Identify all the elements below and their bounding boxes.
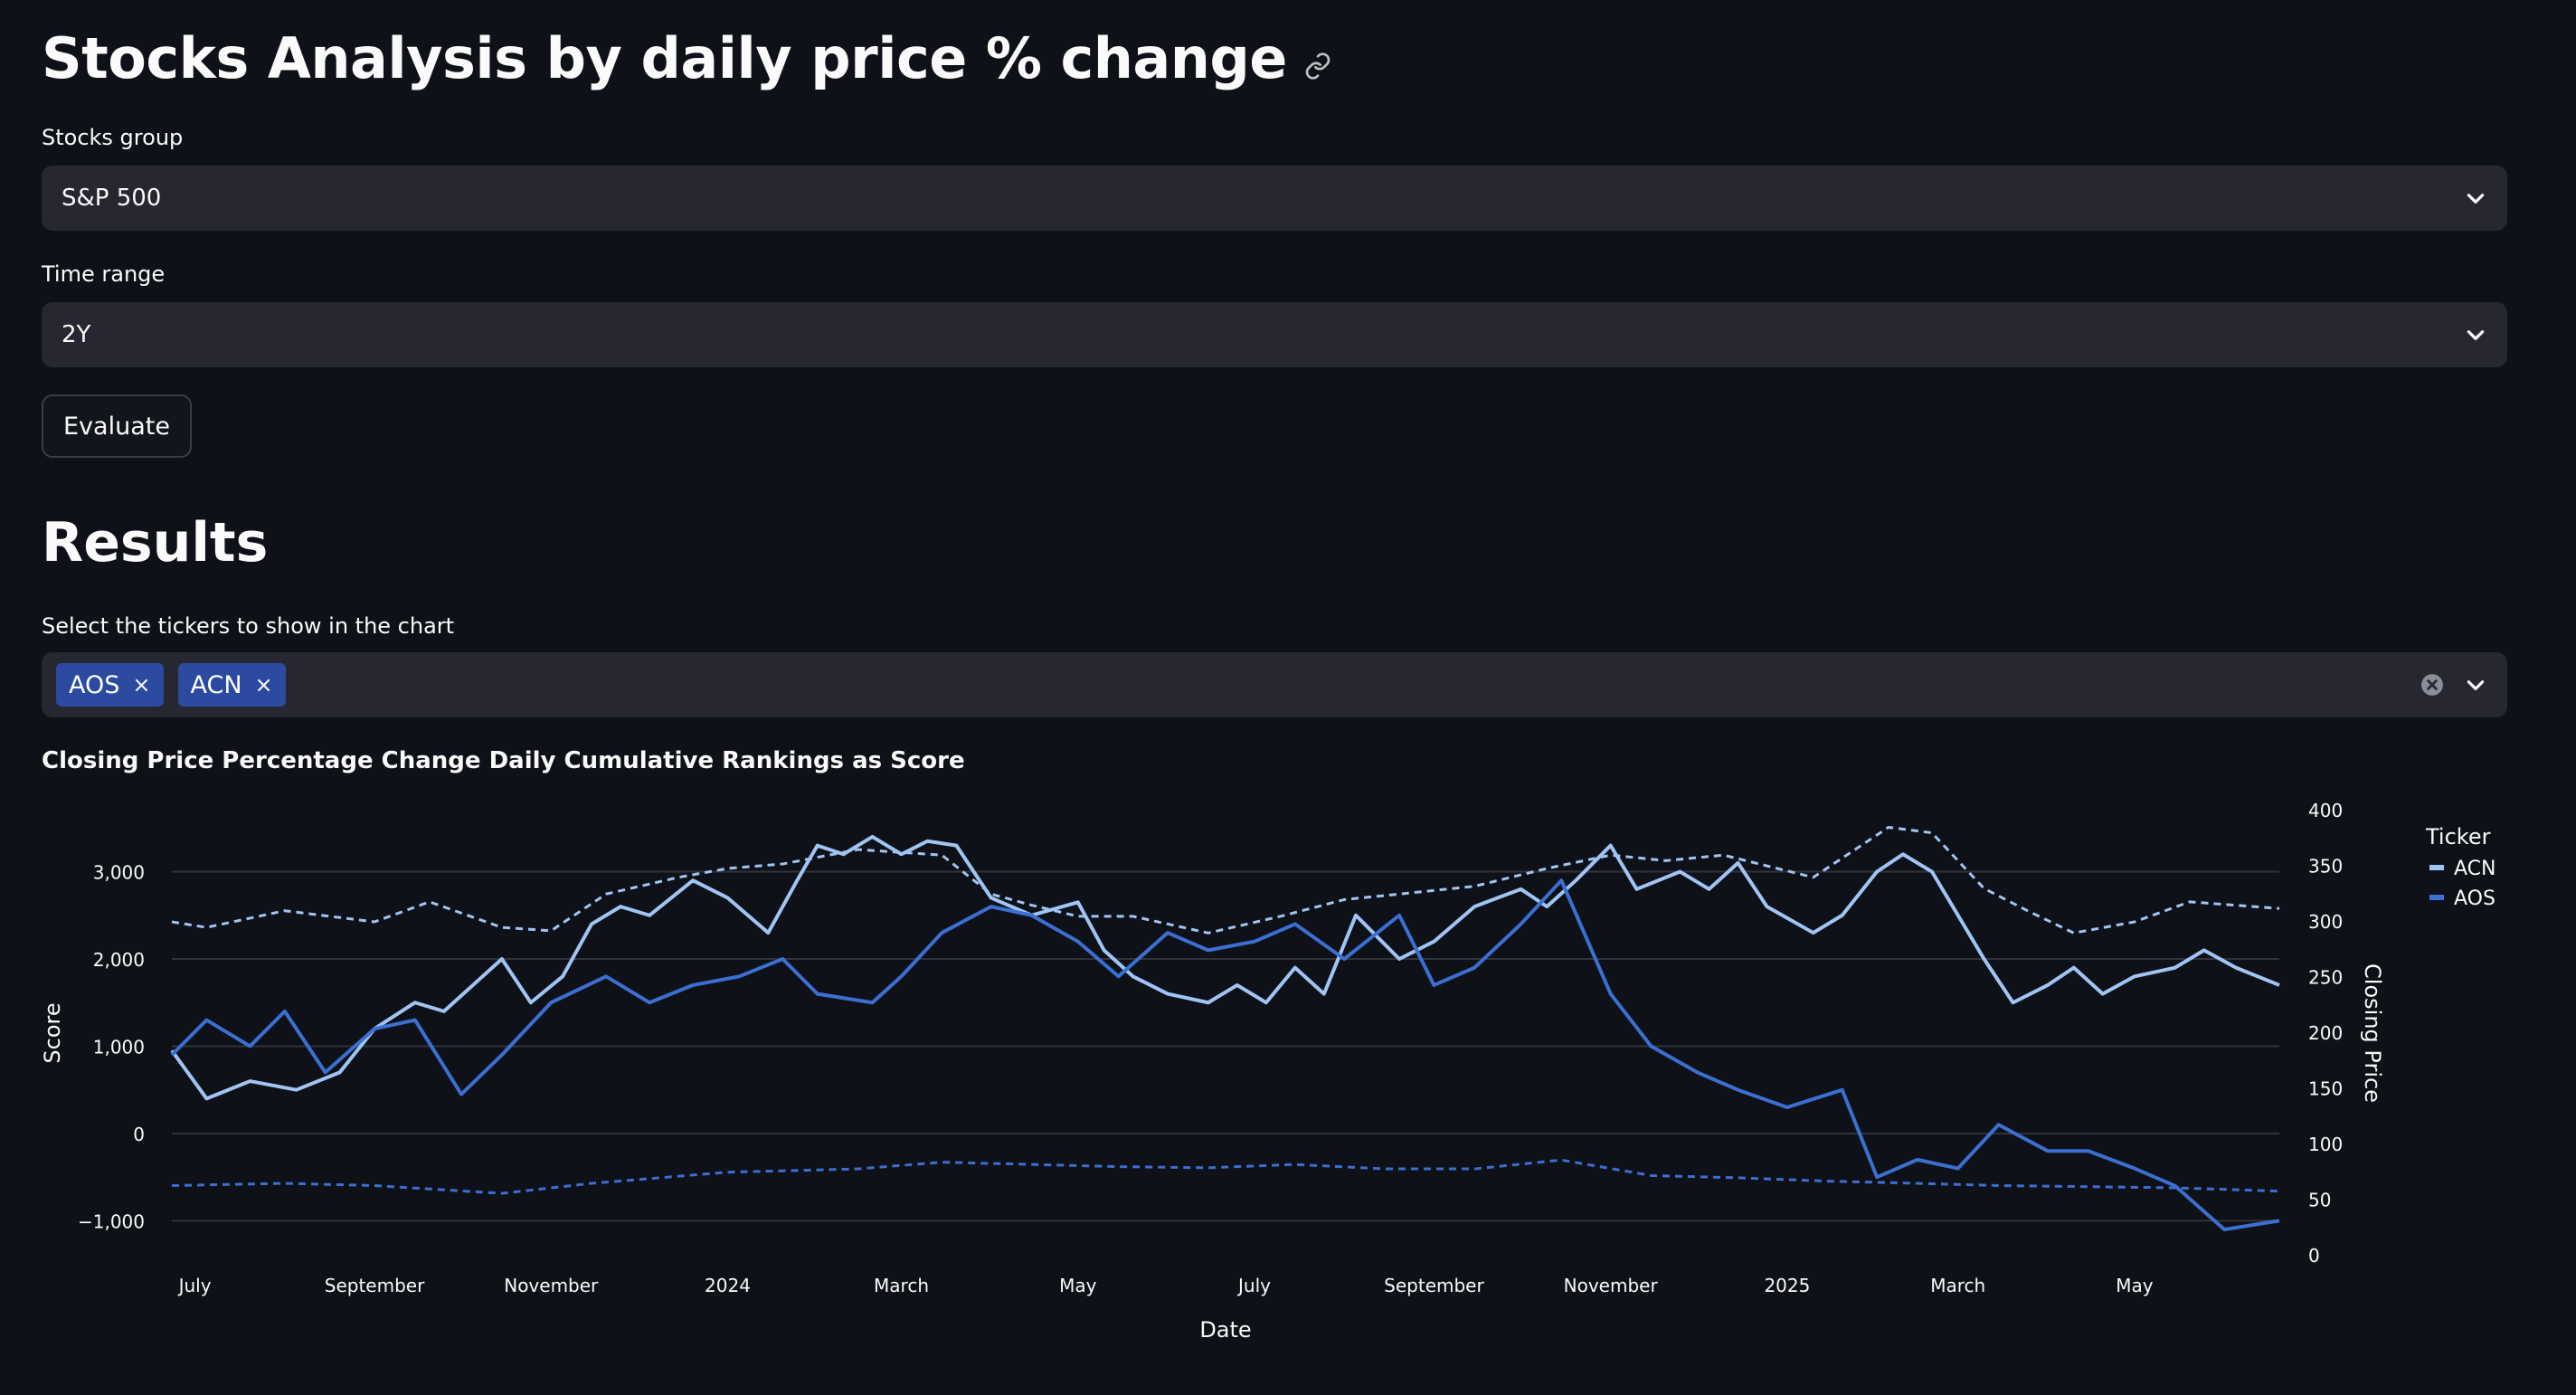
chevron-down-icon xyxy=(2467,194,2485,204)
series-layer xyxy=(170,825,2280,1232)
tickers-label: Select the tickers to show in the chart xyxy=(42,613,455,639)
x-tick-label: November xyxy=(504,1275,599,1296)
close-icon[interactable]: × xyxy=(254,672,273,698)
evaluate-button[interactable]: Evaluate xyxy=(42,394,192,458)
y2-axis-title: Closing Price xyxy=(2360,963,2385,1103)
legend-title: Ticker xyxy=(2425,824,2491,849)
legend-label: AOS xyxy=(2454,887,2496,910)
y-tick-label: 1,000 xyxy=(93,1036,145,1058)
x-tick-label: March xyxy=(1930,1275,1985,1296)
chevron-down-icon[interactable] xyxy=(2464,673,2487,697)
grid-layer xyxy=(172,870,2279,1222)
y-tick-label: −1,000 xyxy=(78,1210,145,1232)
y2-tick-label: 100 xyxy=(2308,1134,2343,1155)
y-tick-label: 3,000 xyxy=(93,862,145,884)
clear-circle-icon[interactable] xyxy=(2420,673,2444,697)
x-tick-label: November xyxy=(1564,1275,1659,1296)
time-range-select[interactable]: 2Y xyxy=(42,302,2507,367)
tag-acn: ACN × xyxy=(177,663,286,707)
x-tick-label: September xyxy=(1384,1275,1484,1296)
x-tick-label: 2024 xyxy=(705,1275,751,1296)
x-tick-label: July xyxy=(177,1275,212,1296)
x-tick-label: March xyxy=(874,1275,929,1296)
time-range-value: 2Y xyxy=(62,321,91,348)
y-tick-label: 2,000 xyxy=(93,949,145,971)
time-range-label: Time range xyxy=(42,261,166,287)
chevron-down-icon xyxy=(2467,330,2485,340)
results-heading: Results xyxy=(42,511,269,574)
y-tick-label: 0 xyxy=(133,1124,145,1145)
tag-label: AOS xyxy=(69,670,120,699)
tickers-multiselect[interactable]: AOS × ACN × xyxy=(42,652,2507,717)
x-tick-label: May xyxy=(1059,1275,1097,1296)
y2-tick-label: 200 xyxy=(2308,1022,2343,1044)
stocks-group-select[interactable]: S&P 500 xyxy=(42,166,2507,231)
y2-tick-label: 250 xyxy=(2308,967,2343,989)
tag-aos: AOS × xyxy=(56,663,164,707)
series-line-acn-price xyxy=(171,825,2280,935)
y-axis-title: Score xyxy=(40,1002,65,1063)
chart-title: Closing Price Percentage Change Daily Cu… xyxy=(42,747,965,774)
y2-tick-label: 350 xyxy=(2308,856,2343,878)
score-chart: 3,000 2,000 1,000 0 −1,000 0 50 100 150 200 250 300… xyxy=(40,800,2496,1343)
y2-tick-label: 50 xyxy=(2308,1190,2331,1211)
x-tick-label: 2025 xyxy=(1764,1275,1810,1296)
selected-tags: AOS × ACN × xyxy=(56,663,286,707)
page-title: Stocks Analysis by daily price % change xyxy=(42,25,1287,91)
title-row: Stocks Analysis by daily price % change xyxy=(42,20,1332,98)
x-tick-label: September xyxy=(325,1275,425,1296)
x-tick-label: May xyxy=(2116,1275,2154,1296)
legend-label: ACN xyxy=(2454,858,2496,880)
stocks-group-value: S&P 500 xyxy=(62,185,162,212)
series-line-aos-score xyxy=(170,878,2280,1232)
close-icon[interactable]: × xyxy=(132,672,151,698)
axis-layer: 3,000 2,000 1,000 0 −1,000 0 50 100 150 200 250 300… xyxy=(40,800,2385,1343)
x-axis-title: Date xyxy=(1199,1317,1251,1343)
series-line-acn-score xyxy=(170,834,2280,1101)
y2-tick-label: 400 xyxy=(2308,800,2343,821)
multiselect-controls xyxy=(2420,673,2493,697)
link-icon[interactable] xyxy=(1303,52,1332,81)
x-tick-label: July xyxy=(1236,1275,1271,1296)
y2-tick-label: 0 xyxy=(2308,1245,2320,1267)
stocks-group-label: Stocks group xyxy=(42,125,184,150)
series-line-aos-price xyxy=(171,1158,2280,1195)
y2-tick-label: 150 xyxy=(2308,1078,2343,1100)
y2-tick-label: 300 xyxy=(2308,911,2343,933)
legend: Ticker ACN AOS xyxy=(2425,824,2496,910)
tag-label: ACN xyxy=(190,670,242,699)
